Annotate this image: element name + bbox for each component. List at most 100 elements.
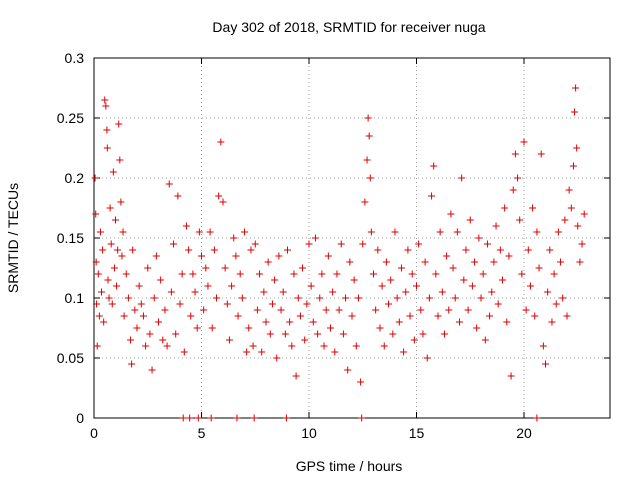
- data-point: [204, 282, 212, 290]
- data-point: [342, 294, 350, 302]
- data-point: [544, 288, 552, 296]
- data-point: [106, 204, 114, 212]
- data-point: [397, 264, 405, 272]
- data-point: [359, 240, 367, 248]
- data-point: [260, 288, 268, 296]
- chart-title: Day 302 of 2018, SRMTID for receiver nug…: [212, 19, 485, 35]
- data-point: [104, 276, 112, 284]
- data-point: [335, 306, 343, 314]
- data-point: [103, 144, 111, 152]
- data-point: [262, 318, 270, 326]
- data-point: [380, 342, 388, 350]
- y-tick-label: 0.25: [57, 110, 84, 126]
- data-point: [208, 324, 216, 332]
- data-point: [116, 156, 124, 164]
- data-point: [99, 246, 107, 254]
- data-point: [155, 318, 162, 326]
- data-point: [501, 204, 509, 212]
- data-point: [531, 312, 539, 320]
- data-point: [483, 240, 491, 248]
- data-point: [337, 240, 345, 248]
- data-point: [436, 228, 444, 236]
- data-point: [565, 186, 573, 194]
- data-point: [157, 276, 165, 284]
- scatter-series: [91, 84, 588, 422]
- data-point: [354, 294, 362, 302]
- data-point: [391, 228, 399, 236]
- y-tick-label: 0.15: [57, 230, 84, 246]
- data-point: [370, 270, 377, 278]
- data-point: [507, 372, 515, 380]
- data-point: [382, 258, 390, 266]
- data-point: [339, 330, 347, 338]
- data-point: [129, 246, 137, 254]
- data-point: [198, 252, 205, 260]
- data-point: [518, 270, 526, 278]
- data-point: [572, 84, 580, 92]
- data-point: [503, 318, 511, 326]
- data-point: [311, 234, 319, 242]
- data-point: [364, 114, 372, 122]
- data-point: [322, 306, 330, 314]
- data-point: [286, 318, 294, 326]
- data-point: [245, 324, 253, 332]
- data-point: [363, 156, 371, 164]
- data-point: [499, 276, 506, 284]
- data-point: [163, 342, 171, 350]
- data-point: [277, 306, 285, 314]
- data-point: [174, 192, 182, 200]
- data-point: [449, 264, 457, 272]
- data-point: [552, 300, 560, 308]
- data-point: [352, 342, 360, 350]
- data-point: [91, 174, 99, 182]
- data-point: [92, 210, 100, 218]
- data-point: [406, 312, 414, 320]
- data-point: [161, 306, 169, 314]
- data-point: [346, 258, 354, 266]
- data-point: [101, 96, 109, 104]
- data-point: [232, 252, 240, 260]
- data-point: [428, 192, 436, 200]
- data-point: [496, 246, 504, 254]
- data-point: [281, 330, 289, 338]
- data-point: [344, 366, 352, 374]
- data-point: [100, 318, 108, 326]
- data-point: [440, 330, 448, 338]
- data-point: [249, 342, 257, 350]
- data-point: [537, 150, 545, 158]
- data-point: [228, 282, 236, 290]
- x-tick-label: 20: [516, 425, 532, 441]
- data-point: [415, 240, 423, 248]
- data-point: [434, 312, 442, 320]
- data-point: [150, 294, 158, 302]
- data-point: [268, 300, 276, 308]
- data-point: [307, 282, 315, 290]
- axis-ticks: 0 5 10 15 20 0 0.05 0.1 0.15 0.2 0.25 0.3: [57, 50, 610, 441]
- data-point: [576, 258, 584, 266]
- data-point: [236, 270, 244, 278]
- data-point: [170, 240, 178, 248]
- data-point: [275, 252, 283, 260]
- data-point: [148, 366, 156, 374]
- data-point: [271, 276, 279, 284]
- data-point: [219, 198, 227, 206]
- data-point: [288, 342, 296, 350]
- data-point: [191, 288, 199, 296]
- data-point: [223, 300, 231, 308]
- data-point: [574, 222, 582, 230]
- data-point: [410, 336, 418, 344]
- data-point: [569, 162, 577, 170]
- data-point: [144, 264, 152, 272]
- data-point: [395, 318, 403, 326]
- data-point: [282, 414, 290, 422]
- data-point: [96, 228, 104, 236]
- data-point: [378, 282, 386, 290]
- data-point: [128, 360, 136, 368]
- data-point: [113, 282, 121, 290]
- data-point: [105, 294, 113, 302]
- data-point: [139, 312, 147, 320]
- data-point: [108, 300, 116, 308]
- data-point: [180, 348, 188, 356]
- data-point: [430, 162, 438, 170]
